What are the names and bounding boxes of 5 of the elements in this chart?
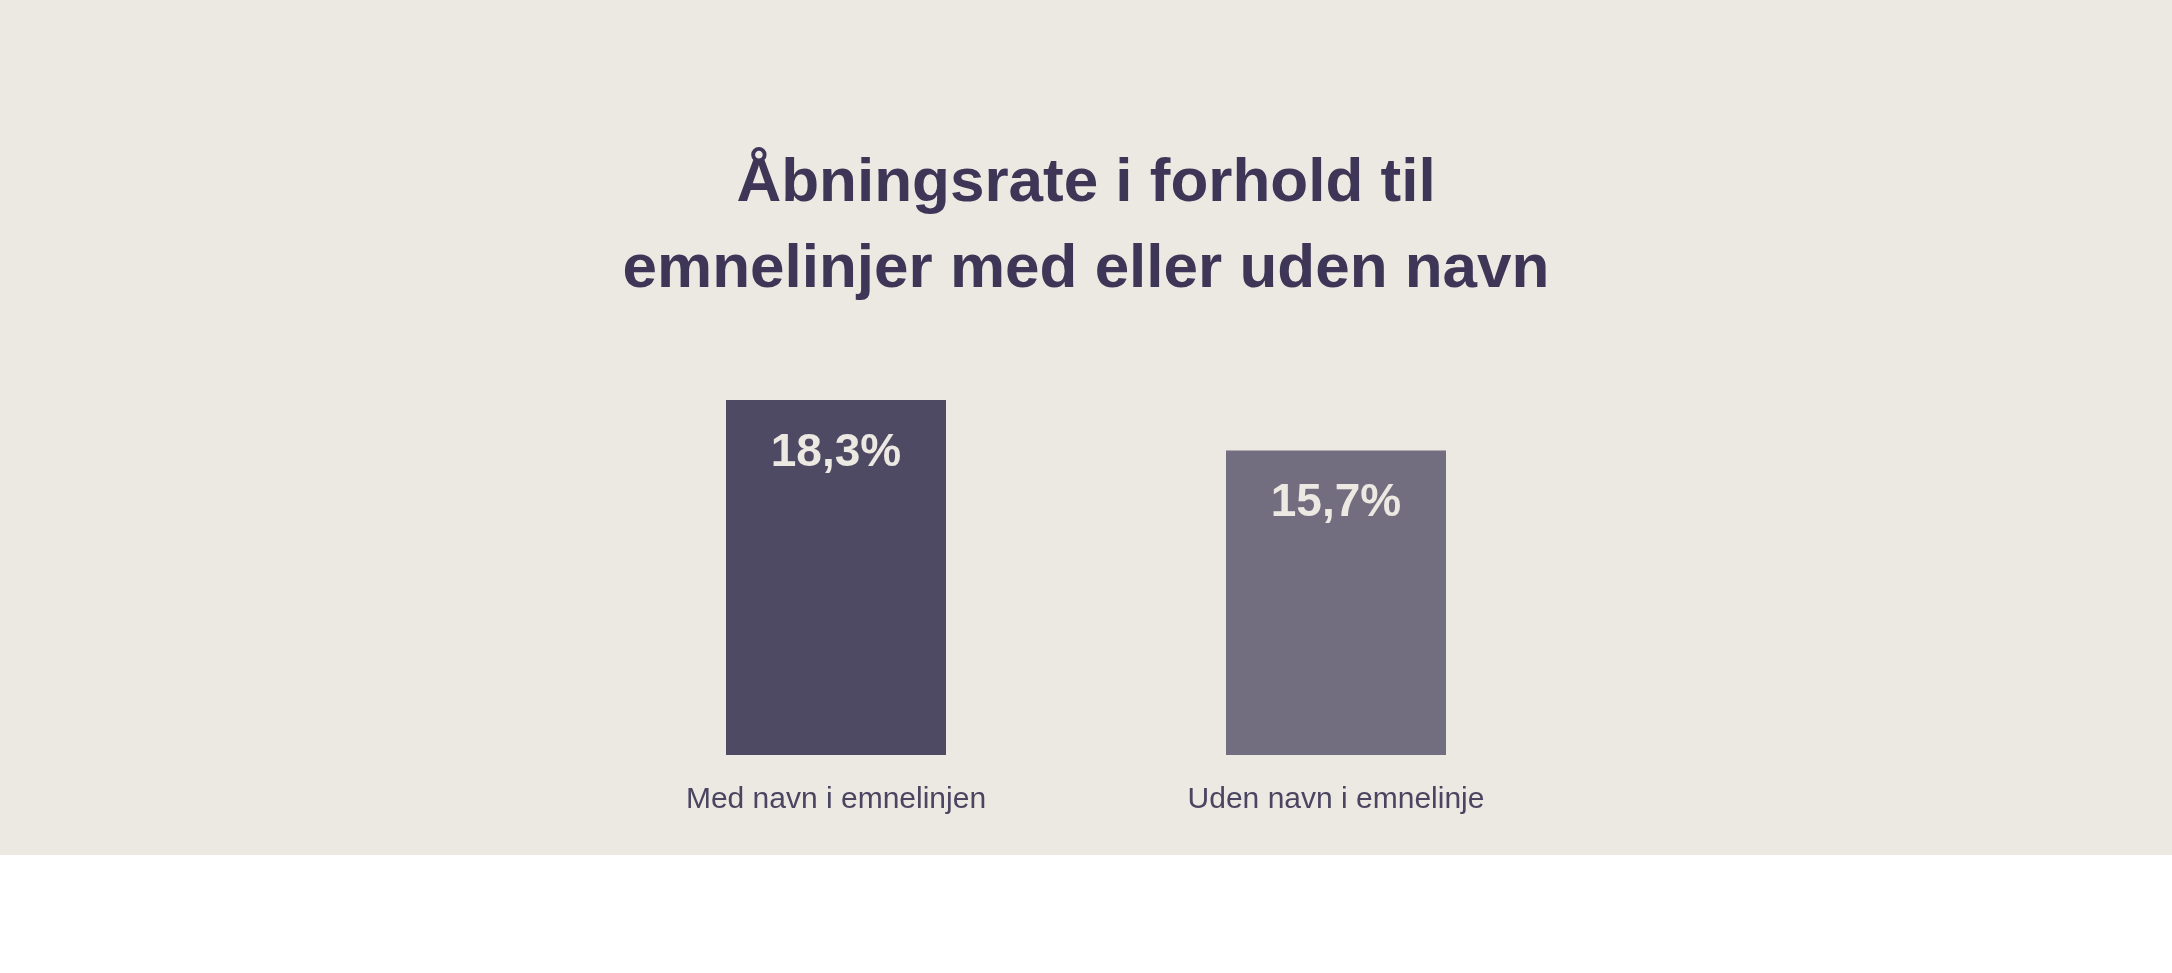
data-label: 15,7% <box>1270 474 1402 527</box>
chart-title: Åbningsrate i forhold til emnelinjer med eller uden navn <box>622 145 1550 300</box>
data-label: 18,3% <box>770 424 902 476</box>
x-tick-label: Med navn i emnelinjen <box>685 780 987 814</box>
x-tick-label: Uden navn i emnelinje <box>1187 780 1485 814</box>
